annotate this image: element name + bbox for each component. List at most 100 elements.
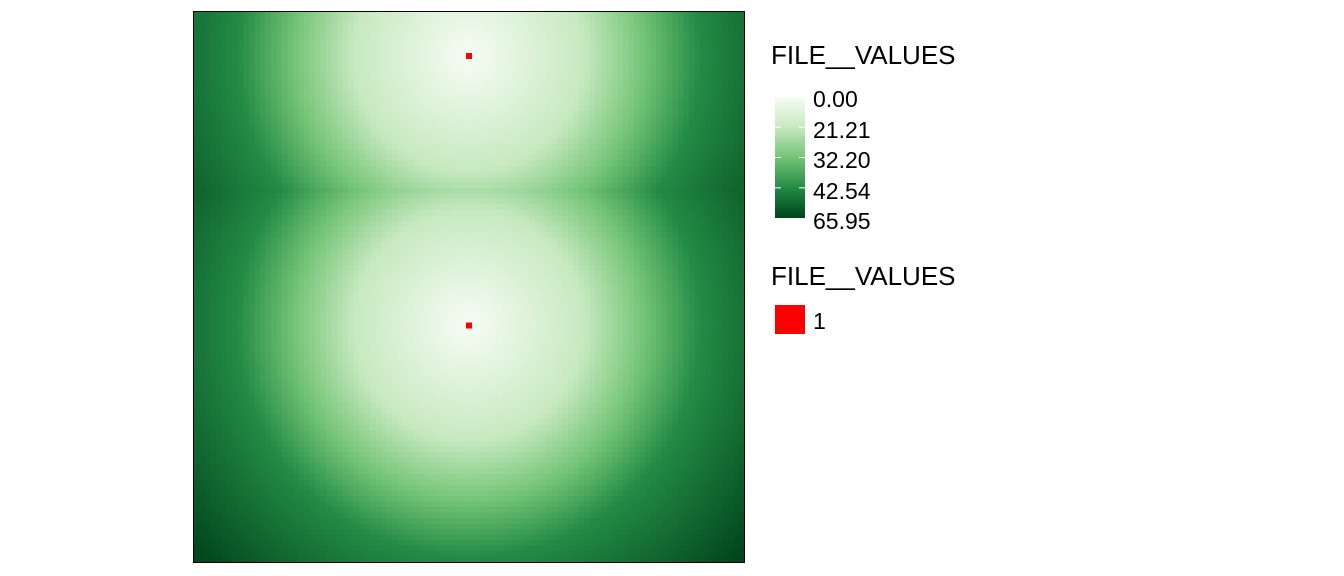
raster-cell (617, 221, 624, 228)
raster-cell (287, 105, 294, 112)
raster-cell (342, 199, 349, 206)
raster-cell (683, 89, 690, 96)
raster-cell (557, 254, 564, 261)
raster-cell (309, 34, 316, 41)
raster-cell (441, 177, 448, 184)
raster-cell (628, 259, 635, 266)
raster-cell (298, 226, 305, 233)
raster-cell (436, 83, 443, 90)
raster-cell (722, 281, 729, 288)
raster-cell (623, 28, 630, 35)
raster-cell (408, 50, 415, 57)
raster-cell (590, 23, 597, 30)
raster-cell (320, 12, 327, 19)
raster-cell (738, 276, 744, 283)
raster-cell (562, 210, 569, 217)
raster-cell (579, 188, 586, 195)
raster-cell (518, 155, 525, 162)
raster-cell (546, 61, 553, 68)
raster-cell (623, 72, 630, 79)
raster-cell (491, 149, 498, 156)
raster-cell (205, 182, 212, 189)
raster-cell (469, 243, 476, 250)
raster-cell (381, 171, 388, 178)
raster-cell (678, 276, 685, 283)
raster-cell (529, 265, 536, 272)
raster-cell (298, 133, 305, 140)
raster-cell (645, 100, 652, 107)
raster-cell (573, 182, 580, 189)
raster-cell (661, 45, 668, 52)
raster-cell (447, 23, 454, 30)
raster-cell (430, 61, 437, 68)
raster-cell (584, 265, 591, 272)
raster-cell (342, 122, 349, 129)
raster-cell (568, 39, 575, 46)
raster-cell (634, 160, 641, 167)
raster-cell (249, 204, 256, 211)
raster-cell (650, 17, 657, 24)
raster-cell (667, 166, 674, 173)
raster-cell (408, 116, 415, 123)
raster-cell (474, 204, 481, 211)
raster-cell (232, 199, 239, 206)
raster-cell (722, 122, 729, 129)
raster-cell (326, 149, 333, 156)
raster-cell (425, 265, 432, 272)
raster-cell (678, 226, 685, 233)
raster-cell (474, 226, 481, 233)
raster-cell (568, 67, 575, 74)
raster-cell (397, 210, 404, 217)
raster-cell (359, 171, 366, 178)
raster-cell (667, 94, 674, 101)
raster-cell (612, 248, 619, 255)
raster-cell (513, 160, 520, 167)
raster-cell (221, 210, 228, 217)
raster-cell (276, 100, 283, 107)
raster-cell (546, 204, 553, 211)
raster-cell (375, 23, 382, 30)
raster-cell (711, 270, 718, 277)
raster-cell (562, 193, 569, 200)
raster-cell (683, 105, 690, 112)
raster-cell (573, 237, 580, 244)
raster-cell (353, 243, 360, 250)
raster-cell (199, 111, 206, 118)
raster-cell (705, 72, 712, 79)
raster-cell (276, 17, 283, 24)
raster-cell (430, 50, 437, 57)
raster-cell (474, 122, 481, 129)
raster-cell (738, 210, 744, 217)
raster-cell (617, 265, 624, 272)
raster-cell (282, 23, 289, 30)
raster-cell (727, 215, 734, 222)
raster-cell (458, 254, 465, 261)
raster-cell (359, 67, 366, 74)
raster-cell (518, 105, 525, 112)
raster-cell (359, 215, 366, 222)
raster-cell (447, 116, 454, 123)
raster-cell (634, 243, 641, 250)
raster-cell (232, 39, 239, 46)
raster-cell (733, 56, 740, 63)
raster-cell (375, 67, 382, 74)
raster-cell (315, 17, 322, 24)
raster-cell (639, 171, 646, 178)
raster-cell (375, 210, 382, 217)
raster-cell (254, 111, 261, 118)
raster-cell (513, 210, 520, 217)
raster-cell (524, 122, 531, 129)
raster-cell (595, 226, 602, 233)
raster-cell (738, 204, 744, 211)
raster-cell (485, 83, 492, 90)
raster-cell (199, 67, 206, 74)
raster-cell (397, 182, 404, 189)
raster-cell (683, 166, 690, 173)
raster-cell (491, 199, 498, 206)
raster-cell (364, 144, 371, 151)
raster-cell (667, 127, 674, 134)
raster-cell (353, 254, 360, 261)
raster-cell (551, 83, 558, 90)
raster-cell (595, 111, 602, 118)
raster-cell (667, 100, 674, 107)
